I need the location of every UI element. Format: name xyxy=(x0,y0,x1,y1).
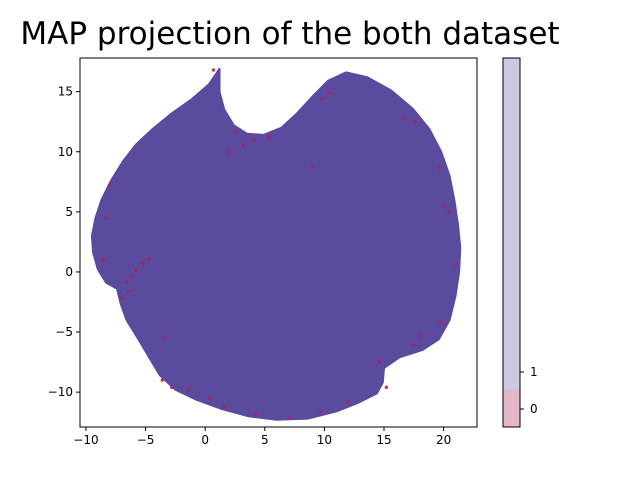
point-class-0 xyxy=(443,205,447,209)
chart-title: MAP projection of the both dataset xyxy=(20,16,560,52)
y-tick-label: −5 xyxy=(55,325,73,339)
point-class-0 xyxy=(402,116,407,120)
x-tick-label: 5 xyxy=(261,433,269,447)
x-tick-label: 15 xyxy=(376,433,391,447)
x-tick-label: 0 xyxy=(201,433,209,447)
point-class-0 xyxy=(211,68,216,72)
point-class-0 xyxy=(377,360,382,364)
point-class-0 xyxy=(227,150,231,154)
point-class-0 xyxy=(134,268,138,273)
y-tick-label: −10 xyxy=(48,385,73,399)
point-class-0 xyxy=(124,279,129,284)
colorbar-segment-0 xyxy=(503,390,520,427)
y-tick-label: 0 xyxy=(65,265,73,279)
point-class-0 xyxy=(241,142,246,147)
colorbar: 01 xyxy=(502,57,538,428)
y-tick-label: 10 xyxy=(58,145,73,159)
point-class-0 xyxy=(119,296,124,301)
point-class-0 xyxy=(102,258,106,262)
point-class-0 xyxy=(186,387,191,392)
point-class-0 xyxy=(127,289,131,294)
axes: −10 −5 0 5 10 15 20 −10 −5 0 5 10 15 xyxy=(48,57,478,447)
x-tick-label: −10 xyxy=(73,433,98,447)
point-class-0 xyxy=(170,385,174,390)
x-tick-label: 10 xyxy=(317,433,332,447)
x-tick-label: 20 xyxy=(436,433,451,447)
point-class-0 xyxy=(319,409,323,414)
x-tick-label: −5 xyxy=(137,433,155,447)
point-class-0 xyxy=(104,216,108,220)
plot-content xyxy=(90,67,462,421)
point-class-0 xyxy=(222,404,227,409)
point-class-0 xyxy=(384,385,389,390)
point-class-0 xyxy=(320,97,324,101)
point-class-0 xyxy=(129,275,134,279)
plot-area xyxy=(90,67,462,421)
point-class-0 xyxy=(454,262,459,267)
point-class-0 xyxy=(446,210,451,214)
point-class-0 xyxy=(412,343,416,348)
cluster-class-1 xyxy=(90,67,462,421)
colorbar-frame xyxy=(502,57,521,428)
point-class-0 xyxy=(419,333,423,338)
point-class-0 xyxy=(439,320,444,325)
point-class-0 xyxy=(437,165,441,170)
point-class-0 xyxy=(108,183,112,188)
point-class-0 xyxy=(327,91,332,95)
point-class-0 xyxy=(346,400,351,404)
point-class-0 xyxy=(267,135,272,140)
point-class-0 xyxy=(252,137,256,142)
y-tick-label: 5 xyxy=(65,205,73,219)
point-class-0 xyxy=(162,335,167,339)
colorbar-tick-label: 0 xyxy=(530,402,538,416)
point-class-0 xyxy=(208,396,212,401)
point-class-0 xyxy=(233,129,237,134)
axes-frame xyxy=(79,57,478,428)
point-class-0 xyxy=(141,261,145,266)
colorbar-segment-1 xyxy=(503,58,520,390)
colorbar-tick-label: 1 xyxy=(530,365,538,379)
point-class-0 xyxy=(413,119,417,124)
point-class-0 xyxy=(160,378,165,382)
point-class-0 xyxy=(147,256,151,261)
y-tick-label: 15 xyxy=(58,85,73,99)
point-class-0 xyxy=(253,413,258,417)
point-class-0 xyxy=(310,164,315,168)
point-class-0 xyxy=(286,415,291,420)
